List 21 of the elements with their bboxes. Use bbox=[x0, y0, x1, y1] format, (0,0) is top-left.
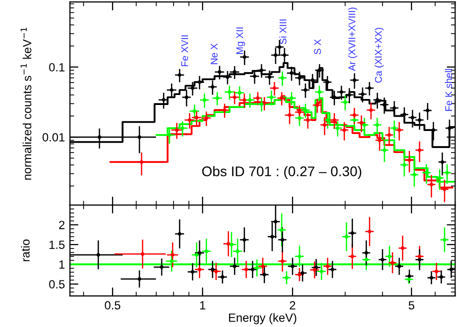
x-tick-label: 1 bbox=[200, 301, 206, 310]
y-tick-label: 1.5 bbox=[50, 240, 65, 249]
x-axis-title: Energy (keV) bbox=[229, 313, 296, 324]
x-tick-label: 5 bbox=[408, 301, 414, 310]
annotation: Ne X bbox=[210, 44, 218, 64]
x-tick-label: 2 bbox=[290, 301, 296, 310]
annotation: Mg XII bbox=[236, 28, 246, 54]
x-tick-label: 0.5 bbox=[104, 301, 120, 310]
y-axis-title: normalized counts s$^{−1}$ keV$^{−1}$ bbox=[20, 28, 32, 180]
y-tick-label: 0.5 bbox=[49, 280, 65, 288]
annotation: S X bbox=[314, 39, 321, 54]
annotation: Obs ID 701 : (0.27 – 0.30) bbox=[202, 166, 362, 180]
annotation: Fe XVII bbox=[181, 35, 188, 66]
annotation: Ar (XVII+XVIII) bbox=[348, 8, 358, 71]
y-axis-title: ratio bbox=[20, 239, 30, 262]
y-tick-label: 2 bbox=[59, 220, 64, 230]
y-tick-label: 1 bbox=[59, 260, 64, 269]
annotation: Fe K shell bbox=[444, 69, 452, 111]
annotation: Ca (XIX+XX) bbox=[374, 28, 384, 83]
y-tick-label: 0.01 bbox=[42, 133, 64, 142]
y-tick-label: 0.1 bbox=[49, 63, 64, 72]
